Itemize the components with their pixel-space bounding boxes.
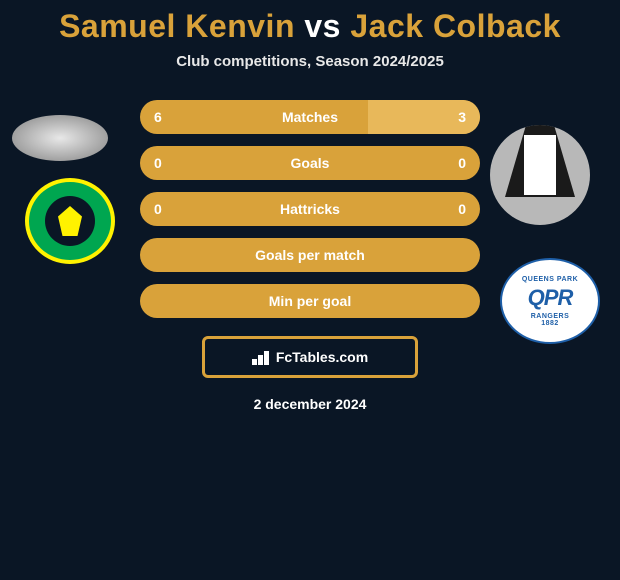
stat-label: Hattricks [280, 201, 340, 217]
stat-left-value: 0 [154, 155, 162, 171]
stat-left-value: 0 [154, 201, 162, 217]
stat-label: Goals per match [255, 247, 365, 263]
stat-label: Matches [282, 109, 338, 125]
bar-chart-icon [252, 349, 272, 365]
stat-row-goals: 0 Goals 0 [140, 146, 480, 180]
stat-right-value: 3 [458, 109, 466, 125]
stat-right-value: 0 [458, 201, 466, 217]
player1-name: Samuel Kenvin [59, 8, 295, 44]
stat-label: Goals [291, 155, 330, 171]
source-label: FcTables.com [276, 349, 368, 365]
vs-text: vs [304, 8, 341, 44]
stat-label: Min per goal [269, 293, 351, 309]
stat-row-mpg: Min per goal [140, 284, 480, 318]
stat-row-gpm: Goals per match [140, 238, 480, 272]
player2-name: Jack Colback [350, 8, 561, 44]
stat-right-value: 0 [458, 155, 466, 171]
stat-row-hattricks: 0 Hattricks 0 [140, 192, 480, 226]
page-title: Samuel Kenvin vs Jack Colback [0, 0, 620, 45]
stat-left-value: 6 [154, 109, 162, 125]
date-label: 2 december 2024 [140, 396, 480, 412]
source-box: FcTables.com [202, 336, 418, 378]
stat-row-matches: 6 Matches 3 [140, 100, 480, 134]
subtitle: Club competitions, Season 2024/2025 [0, 53, 620, 70]
stats-panel: 6 Matches 3 0 Goals 0 0 Hattricks 0 Goal… [0, 100, 620, 412]
